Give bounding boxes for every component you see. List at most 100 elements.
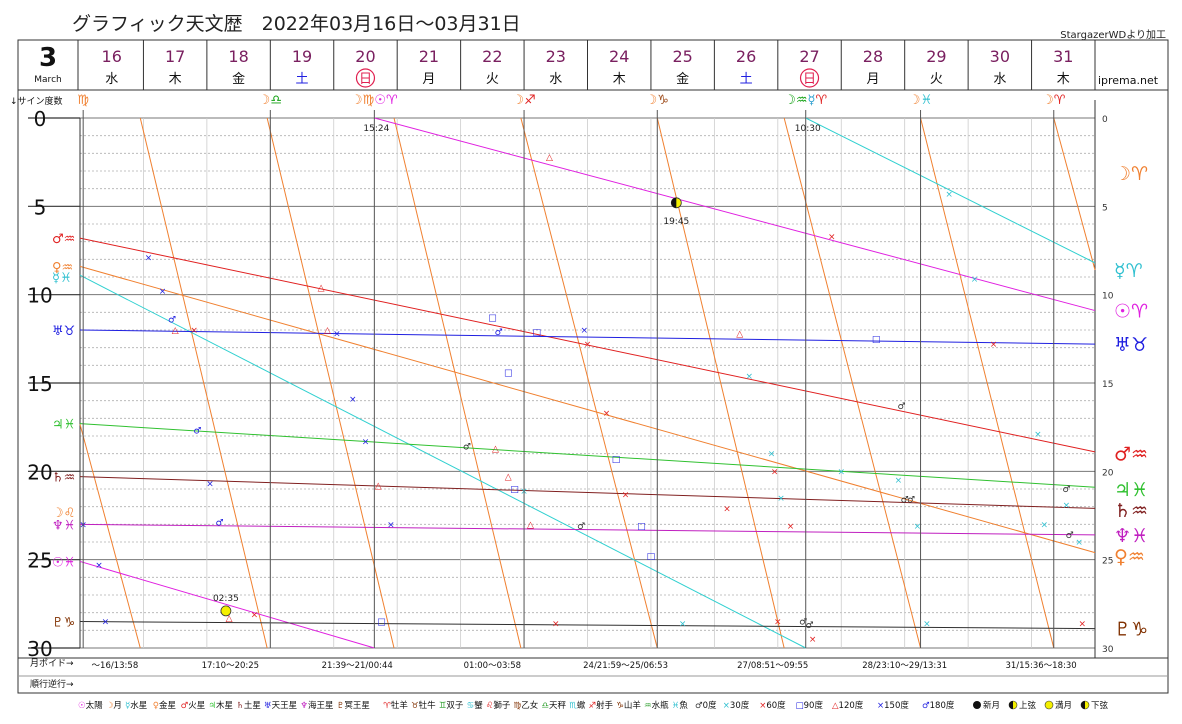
- day-number: 26: [736, 47, 756, 66]
- y-tick-label-right: 25: [1102, 557, 1113, 567]
- legend-glyph: ♎: [541, 701, 549, 711]
- right-planet-label: ♄♒: [1114, 500, 1148, 522]
- day-number: 29: [926, 47, 946, 66]
- legend-sign: ♌獅子: [486, 700, 511, 711]
- legend-text: 乙女: [521, 700, 539, 711]
- legend-text: 180度: [930, 700, 955, 711]
- legend-text: 60度: [766, 700, 786, 711]
- aspect-mark: ×: [914, 522, 922, 532]
- aspect-mark: ×: [1063, 501, 1071, 511]
- track-月: [79, 424, 141, 649]
- left-planet-label: ♇♑: [52, 616, 75, 631]
- void-period-label: 31/15:36〜18:30: [1005, 661, 1076, 671]
- void-period-label: 17:10〜20:25: [202, 661, 260, 671]
- right-planet-label: ♅♉: [1114, 334, 1148, 356]
- legend-glyph: ♂: [695, 701, 703, 711]
- left-planet-label: ♂♒: [52, 232, 75, 247]
- weekday-label: 水: [993, 72, 1006, 87]
- legend-text: 冥王星: [344, 701, 370, 711]
- left-planet-label: ♃♓: [52, 418, 75, 433]
- legend-sign: ♊双子: [439, 701, 464, 711]
- aspect-mark: ×: [584, 340, 592, 350]
- legend-text: 水瓶: [652, 700, 670, 711]
- left-planet-label: ☽♌: [52, 506, 75, 521]
- void-label: 月ボイド→: [30, 658, 74, 669]
- aspect-mark: □: [612, 455, 621, 465]
- left-planet-label: ♆♓: [52, 518, 75, 533]
- ingress-glyphs: ♍: [77, 93, 89, 108]
- aspect-mark: ♂: [901, 496, 909, 506]
- legend-planet: ☉太陽: [78, 700, 103, 711]
- ingress-glyph: ☽: [512, 93, 524, 108]
- weekday-label: 木: [1057, 72, 1070, 87]
- legend-sign: ♈牡羊: [383, 700, 408, 711]
- aspect-mark: □: [647, 552, 656, 562]
- legend-glyph: ♋: [467, 701, 475, 711]
- ingress-glyph: ♍: [77, 93, 89, 108]
- legend-text: 牡牛: [419, 700, 437, 711]
- legend-text: 獅子: [493, 700, 511, 711]
- sign-degree-label: ↓サイン度数: [10, 95, 63, 107]
- ingress-glyphs: ☽♓: [909, 93, 932, 108]
- track-冥王星: [79, 621, 1096, 630]
- legend-glyph: ♍: [514, 701, 522, 711]
- aspect-mark: ×: [603, 409, 611, 419]
- last-quarter-shade: [671, 197, 677, 208]
- day-number: 20: [355, 47, 375, 66]
- weekday-label: 金: [232, 71, 245, 87]
- aspect-mark: ×: [774, 618, 782, 628]
- day-number: 17: [165, 47, 185, 66]
- aspect-mark: △: [226, 614, 233, 624]
- right-planet-label: ☽♈: [1114, 163, 1148, 185]
- aspect-mark: ×: [190, 326, 198, 336]
- phase-time: 02:35: [213, 594, 239, 604]
- aspect-mark: ×: [809, 635, 817, 645]
- weekday-label: 木: [613, 72, 626, 87]
- aspect-mark: △: [492, 444, 499, 454]
- track-土星: [79, 476, 1096, 509]
- month-number: 3: [39, 43, 57, 73]
- aspect-mark: ×: [1034, 430, 1042, 440]
- legend-text: 90度: [804, 700, 824, 711]
- aspect-mark: ×: [828, 232, 836, 242]
- legend-text: 0度: [703, 700, 717, 711]
- legend-phase-text: 新月: [983, 700, 1000, 711]
- legend-glyph: ♀: [153, 701, 159, 711]
- track-月: [1053, 117, 1096, 271]
- planet-labels: ♂♒♀♒☿♓♅♉♃♓♄♒☽♌♆♓☉♓♇♑☽♈☿♈☉♈♅♉♂♒♃♓♄♒♆♓♀♒♇♑: [52, 163, 1148, 641]
- legend-glyph: ♂: [922, 701, 930, 711]
- ingress-markers: ♍ ☽♎ ☽♍☉♈15:24☽♐ ☽♑ ☽♒☿♈10:30☽♓ ☽♈: [77, 93, 1066, 648]
- day-number: 24: [609, 47, 629, 66]
- left-planet-label: ♄♒: [52, 471, 75, 486]
- aspect-mark: ×: [349, 395, 357, 405]
- weekday-label: 土: [740, 72, 753, 87]
- day-number: 21: [419, 47, 439, 66]
- legend-text: 山羊: [624, 700, 642, 711]
- left-planet-label: ♀♒: [52, 260, 73, 275]
- aspect-mark: ×: [552, 619, 560, 629]
- track-太陽: [79, 560, 375, 649]
- legend-planet: ♇冥王星: [337, 701, 370, 711]
- track-月: [393, 117, 522, 649]
- right-planet-label: ☿♈: [1114, 260, 1143, 282]
- y-tick-label: 5: [34, 195, 47, 219]
- legend: ☉太陽 ☽月 ☿水星 ♀金星 ♂火星 ♃木星 ♄土星 ♅天王星 ♆海王星 ♇冥王星 ♈牡羊 ♉牡牛 ♊双…: [78, 700, 1109, 711]
- legend-glyph: ♐: [588, 701, 596, 711]
- legend-sign: ♋蟹: [467, 700, 484, 711]
- legend-sign: ♒水瓶: [644, 700, 669, 711]
- legend-text: 太陽: [86, 700, 104, 711]
- aspect-mark: ×: [945, 190, 953, 200]
- day-number: 31: [1053, 47, 1073, 66]
- legend-glyph: ♒: [644, 701, 652, 711]
- aspect-mark: ×: [837, 467, 845, 477]
- ingress-glyph: ♎: [270, 93, 282, 108]
- track-月: [139, 117, 268, 649]
- ingress-glyph: ☿: [808, 93, 816, 108]
- legend-glyph: ♅: [264, 701, 272, 711]
- day-number: 30: [990, 47, 1010, 66]
- ingress-glyph: ♈: [1054, 93, 1066, 108]
- legend-planet: ♅天王星: [264, 701, 297, 711]
- track-水星: [805, 117, 1096, 264]
- holiday-circle: [799, 68, 820, 88]
